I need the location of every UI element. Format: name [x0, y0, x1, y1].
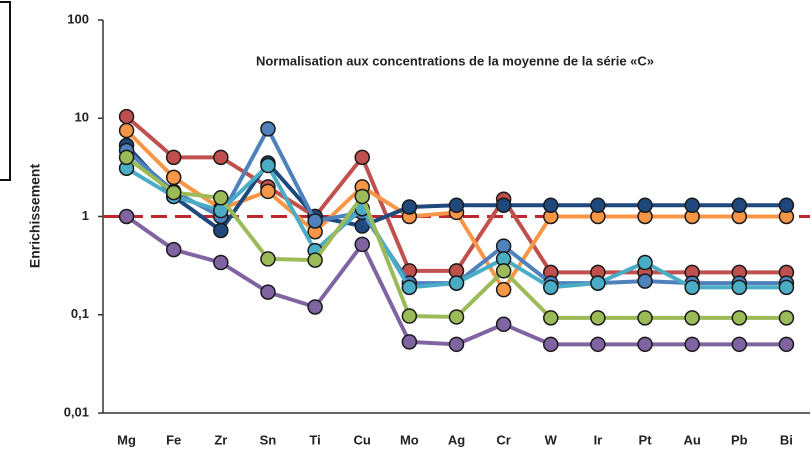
x-tick-label: Cu	[354, 432, 371, 447]
data-point	[684, 336, 700, 353]
data-point	[543, 197, 559, 214]
data-point	[731, 197, 748, 214]
data-point	[213, 254, 229, 271]
data-point	[495, 197, 512, 214]
data-point	[260, 183, 276, 200]
data-point	[495, 316, 512, 333]
y-tick-label: 100	[67, 11, 89, 26]
data-point	[401, 334, 418, 350]
data-point	[307, 299, 323, 315]
x-tick-label: Au	[683, 432, 700, 447]
cropped-frame	[0, 1, 11, 181]
y-tick-label: 10	[75, 110, 89, 125]
data-point	[778, 310, 795, 326]
data-point	[260, 251, 276, 267]
y-tick-label: 1	[82, 208, 89, 223]
data-point	[307, 213, 323, 229]
data-point	[165, 169, 182, 186]
data-point	[637, 336, 653, 353]
data-point	[731, 310, 748, 326]
x-tick-label: Sn	[260, 432, 277, 447]
data-point	[118, 122, 135, 139]
data-point	[260, 121, 276, 137]
data-point	[448, 197, 465, 214]
y-tick-label: 0,1	[71, 306, 89, 321]
data-point	[590, 310, 606, 326]
data-point	[778, 279, 795, 296]
data-point	[684, 279, 700, 296]
data-point	[260, 157, 276, 174]
data-point	[637, 273, 653, 289]
data-point	[165, 241, 182, 258]
data-point	[401, 308, 418, 324]
data-point	[260, 284, 276, 300]
y-axis-label: Enrichissement	[27, 164, 43, 269]
x-tick-label: Mo	[400, 432, 419, 447]
data-point	[778, 336, 795, 353]
data-point	[495, 238, 512, 254]
data-point	[213, 222, 229, 239]
data-point	[590, 275, 606, 291]
x-tick-label: Pb	[731, 432, 748, 447]
data-point	[731, 336, 748, 353]
data-point	[637, 197, 653, 214]
data-point	[543, 310, 559, 326]
data-point	[354, 149, 370, 166]
x-tick-label: Pt	[639, 432, 653, 447]
data-point	[118, 108, 135, 125]
data-point	[543, 336, 559, 353]
y-tick-label: 0,01	[64, 404, 89, 419]
data-point	[401, 199, 418, 215]
data-point	[495, 281, 512, 298]
data-point	[401, 279, 418, 296]
chart-title: Normalisation aux concentrations de la m…	[256, 53, 654, 68]
data-point	[684, 310, 700, 326]
data-point	[543, 279, 559, 296]
data-point	[354, 236, 370, 253]
x-tick-label: Ir	[594, 432, 603, 447]
data-point	[448, 309, 465, 325]
x-tick-label: Fe	[166, 432, 181, 447]
data-point	[590, 336, 606, 353]
x-tick-label: Mg	[117, 432, 136, 447]
x-tick-label: W	[545, 432, 558, 447]
data-point	[637, 310, 653, 326]
series-line	[125, 155, 787, 320]
data-point	[684, 197, 700, 214]
x-tick-label: Ti	[309, 432, 320, 447]
x-tick-label: Bi	[780, 432, 793, 447]
data-point	[213, 149, 229, 166]
data-point	[354, 188, 370, 205]
data-point	[448, 275, 465, 291]
data-point	[731, 279, 748, 296]
data-point	[637, 254, 653, 271]
x-tick-label: Zr	[214, 432, 227, 447]
data-point	[495, 263, 512, 279]
data-point	[448, 336, 465, 353]
data-point	[165, 149, 182, 166]
x-tick-label: Cr	[496, 432, 510, 447]
data-point	[213, 190, 229, 206]
data-point	[165, 184, 182, 201]
data-point	[590, 197, 606, 214]
data-point	[118, 149, 135, 166]
data-point	[778, 197, 795, 214]
data-point	[118, 208, 135, 225]
x-tick-label: Ag	[448, 432, 465, 447]
data-point	[307, 252, 323, 268]
